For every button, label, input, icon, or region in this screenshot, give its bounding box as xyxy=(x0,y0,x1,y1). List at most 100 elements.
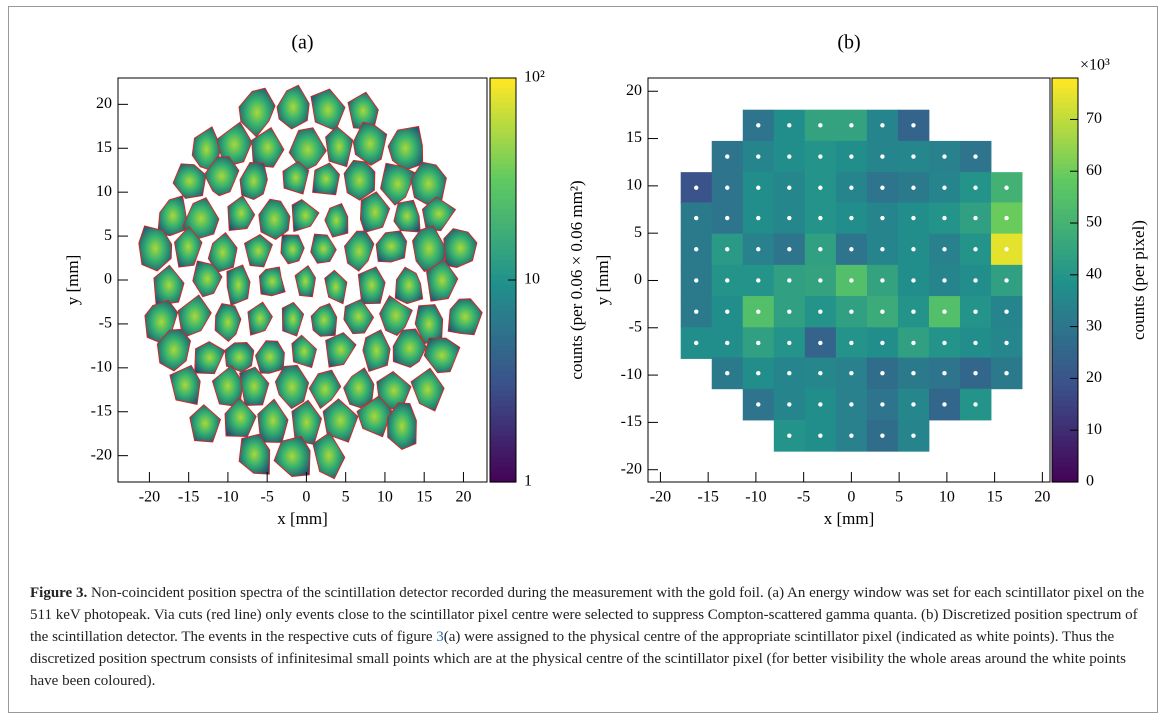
pixel-centre xyxy=(756,402,760,406)
colorbar-step xyxy=(490,376,516,382)
figure-reference[interactable]: 3 xyxy=(436,629,444,645)
colorbar-tick-label: 30 xyxy=(1086,317,1102,334)
colorbar-step xyxy=(1052,467,1078,473)
colorbar-step xyxy=(490,295,516,301)
pixel-centre xyxy=(787,186,791,190)
pixel-centre xyxy=(787,247,791,251)
colorbar-step xyxy=(490,426,516,432)
pixel-centre xyxy=(849,186,853,190)
colorbar-step xyxy=(1052,406,1078,412)
colorbar-step xyxy=(490,194,516,200)
pixel-centre xyxy=(849,123,853,127)
colorbar-step xyxy=(1052,421,1078,427)
pixel-cut xyxy=(313,163,340,195)
colorbar-step xyxy=(1052,381,1078,387)
pixel-cut xyxy=(363,330,390,372)
pixel-centre xyxy=(973,154,977,158)
colorbar-step xyxy=(1052,305,1078,311)
pixel-cut xyxy=(190,405,221,442)
pixel-centre xyxy=(756,278,760,282)
y-tick-label: -20 xyxy=(91,446,112,463)
pixel-cut xyxy=(282,302,303,336)
colorbar-step xyxy=(490,230,516,236)
colorbar-step xyxy=(1052,108,1078,114)
x-tick-label: 15 xyxy=(416,489,432,506)
colorbar-step xyxy=(1052,123,1078,129)
pixel-centre xyxy=(880,278,884,282)
pixel-centre xyxy=(849,309,853,313)
pixel-cut xyxy=(195,342,225,374)
pixel-centre xyxy=(942,186,946,190)
colorbar-step xyxy=(490,134,516,140)
pixel-centre xyxy=(911,154,915,158)
x-tick-label: 20 xyxy=(1034,489,1050,506)
pixel-centre xyxy=(973,186,977,190)
colorbar-step xyxy=(490,199,516,205)
colorbar-step xyxy=(490,467,516,473)
colorbar-step xyxy=(1052,159,1078,165)
colorbar-step xyxy=(1052,93,1078,99)
colorbar-tick-label: 70 xyxy=(1086,110,1102,127)
colorbar-step xyxy=(1052,134,1078,140)
colorbar-step xyxy=(490,391,516,397)
colorbar-step xyxy=(1052,139,1078,145)
pixel-centre xyxy=(756,123,760,127)
colorbar-step xyxy=(1052,184,1078,190)
pixel-centre xyxy=(818,309,822,313)
x-tick-label: 20 xyxy=(455,489,471,506)
x-tick-label: -15 xyxy=(178,489,199,506)
colorbar-step xyxy=(490,118,516,124)
colorbar-step xyxy=(1052,245,1078,251)
colorbar-step xyxy=(1052,371,1078,377)
colorbar-step xyxy=(1052,275,1078,281)
colorbar-step xyxy=(1052,356,1078,362)
colorbar-step xyxy=(490,214,516,220)
colorbar-step xyxy=(490,189,516,195)
colorbar-step xyxy=(1052,336,1078,342)
pixel-cut xyxy=(394,200,420,232)
pixel-cut xyxy=(275,365,308,408)
colorbar-step xyxy=(490,204,516,210)
pixel-cut xyxy=(344,368,374,408)
colorbar-step xyxy=(1052,442,1078,448)
colorbar-tick-label: 50 xyxy=(1086,214,1102,231)
colorbar-step xyxy=(1052,346,1078,352)
colorbar-step xyxy=(1052,331,1078,337)
x-tick-label: 15 xyxy=(987,489,1003,506)
pixel-cut xyxy=(411,162,447,205)
colorbar-step xyxy=(490,159,516,165)
colorbar-tick-label: 60 xyxy=(1086,162,1102,179)
x-tick-label: 0 xyxy=(847,489,855,506)
pixel-centre xyxy=(849,341,853,345)
pixel-cut xyxy=(292,335,317,367)
x-tick-label: 0 xyxy=(302,489,310,506)
pixel-centre xyxy=(787,433,791,437)
x-tick-label: -10 xyxy=(217,489,238,506)
pixel-centre xyxy=(942,371,946,375)
pixel-cut xyxy=(326,127,353,167)
colorbar-step xyxy=(490,310,516,316)
pixel-cut xyxy=(240,163,267,200)
colorbar-step xyxy=(1052,129,1078,135)
colorbar-step xyxy=(1052,452,1078,458)
pixel-centre xyxy=(694,186,698,190)
pixel-centre xyxy=(818,123,822,127)
pixel-centre xyxy=(973,278,977,282)
pixel-cut xyxy=(326,333,356,368)
colorbar-step xyxy=(1052,295,1078,301)
page: (a)-20-15-10-505101520-20-15-10-50510152… xyxy=(0,0,1168,722)
pixel-centre xyxy=(911,123,915,127)
colorbar-step xyxy=(490,93,516,99)
colorbar-step xyxy=(1052,457,1078,463)
colorbar-step xyxy=(490,149,516,155)
pixel-centre xyxy=(942,278,946,282)
pixel-cut xyxy=(376,231,407,262)
pixel-centre xyxy=(849,402,853,406)
colorbar-step xyxy=(1052,189,1078,195)
pixel-centre xyxy=(911,309,915,313)
colorbar-step xyxy=(490,108,516,114)
pixel-cut xyxy=(227,265,250,305)
colorbar-step xyxy=(1052,194,1078,200)
pixel-centre xyxy=(818,371,822,375)
y-tick-label: -10 xyxy=(91,358,112,375)
